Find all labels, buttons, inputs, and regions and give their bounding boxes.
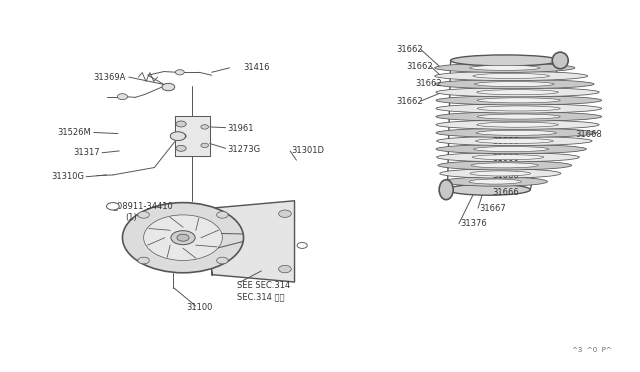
Text: (1): (1) <box>125 213 138 222</box>
Text: 31310G: 31310G <box>51 172 84 181</box>
Circle shape <box>201 143 209 148</box>
Polygon shape <box>212 201 294 282</box>
Text: 31416: 31416 <box>244 63 270 72</box>
Text: 31666: 31666 <box>492 171 519 180</box>
Circle shape <box>171 231 195 245</box>
Circle shape <box>278 265 291 273</box>
Ellipse shape <box>477 90 558 95</box>
Ellipse shape <box>436 112 602 121</box>
Circle shape <box>297 243 307 248</box>
Text: 31667: 31667 <box>479 203 506 213</box>
Text: 31662: 31662 <box>415 79 442 88</box>
Text: SEC.314 参照: SEC.314 参照 <box>237 292 285 301</box>
Ellipse shape <box>436 153 579 162</box>
Circle shape <box>138 257 149 264</box>
Ellipse shape <box>469 179 522 184</box>
Text: Ⓝ08911-34410: Ⓝ08911-34410 <box>113 202 173 211</box>
Ellipse shape <box>473 73 549 78</box>
Ellipse shape <box>470 65 540 70</box>
Ellipse shape <box>477 98 560 103</box>
Circle shape <box>217 212 228 218</box>
Ellipse shape <box>477 122 558 127</box>
Circle shape <box>201 125 209 129</box>
Ellipse shape <box>439 180 453 200</box>
Circle shape <box>278 210 291 217</box>
Ellipse shape <box>552 52 568 69</box>
Ellipse shape <box>435 63 575 73</box>
Text: 31376: 31376 <box>460 219 487 228</box>
Ellipse shape <box>436 137 592 145</box>
Circle shape <box>143 215 222 260</box>
Ellipse shape <box>474 147 548 152</box>
Text: 31301D: 31301D <box>291 147 324 155</box>
Ellipse shape <box>451 55 559 66</box>
Text: 31317: 31317 <box>74 148 100 157</box>
Ellipse shape <box>436 96 602 105</box>
Circle shape <box>175 70 184 75</box>
Ellipse shape <box>471 163 538 168</box>
Ellipse shape <box>436 144 586 154</box>
Text: 31666: 31666 <box>492 137 519 146</box>
Circle shape <box>177 234 189 241</box>
Ellipse shape <box>476 130 556 135</box>
Circle shape <box>170 132 186 141</box>
Ellipse shape <box>477 114 560 119</box>
Ellipse shape <box>476 138 553 144</box>
Text: 31668: 31668 <box>575 130 602 139</box>
Text: ^3  ^0  P^: ^3 ^0 P^ <box>572 347 612 353</box>
Text: 31369A: 31369A <box>93 73 125 81</box>
Text: 31666: 31666 <box>492 154 519 163</box>
Circle shape <box>176 145 186 151</box>
Circle shape <box>122 203 244 273</box>
Ellipse shape <box>443 177 547 186</box>
Circle shape <box>162 83 175 91</box>
Circle shape <box>176 133 186 139</box>
Ellipse shape <box>447 184 531 195</box>
Text: 31273G: 31273G <box>228 145 260 154</box>
Ellipse shape <box>440 169 561 178</box>
Text: 31961: 31961 <box>228 124 254 133</box>
Ellipse shape <box>436 104 602 113</box>
Text: 31662: 31662 <box>406 61 433 71</box>
Ellipse shape <box>435 71 588 81</box>
Ellipse shape <box>436 128 596 137</box>
Ellipse shape <box>435 80 594 89</box>
Text: 31526M: 31526M <box>57 128 91 137</box>
Circle shape <box>117 94 127 100</box>
Circle shape <box>138 212 149 218</box>
Text: 31666: 31666 <box>492 188 519 197</box>
Polygon shape <box>175 116 210 157</box>
Ellipse shape <box>438 161 572 170</box>
Text: N: N <box>110 203 116 209</box>
Text: SEE SEC.314: SEE SEC.314 <box>237 281 291 290</box>
Ellipse shape <box>436 120 599 129</box>
Circle shape <box>176 121 186 127</box>
Text: 31662: 31662 <box>396 45 423 54</box>
Ellipse shape <box>470 171 531 176</box>
Ellipse shape <box>436 87 599 97</box>
Ellipse shape <box>472 155 543 160</box>
Ellipse shape <box>474 81 554 87</box>
Text: 31100: 31100 <box>186 303 212 312</box>
Ellipse shape <box>477 106 560 111</box>
Circle shape <box>217 257 228 264</box>
Text: 31662: 31662 <box>396 97 423 106</box>
Circle shape <box>106 203 119 210</box>
